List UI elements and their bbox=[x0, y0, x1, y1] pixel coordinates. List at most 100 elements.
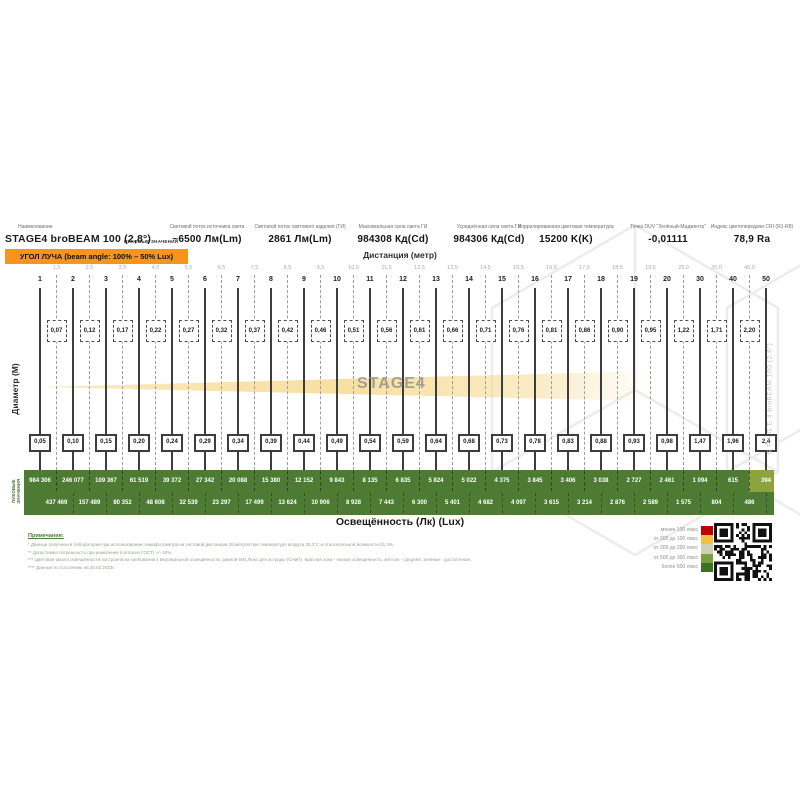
header-col-label: Точка DUV "Зелёный-Маджента" bbox=[630, 224, 706, 230]
table-cell-separator bbox=[287, 471, 288, 491]
legend-swatch bbox=[701, 535, 713, 545]
diameter-value-box: 0,59 bbox=[392, 434, 414, 452]
distance-half-tick-label: 10,5 bbox=[348, 265, 359, 271]
distance-tick-label: 4 bbox=[137, 276, 141, 283]
legend-swatch bbox=[701, 526, 713, 536]
diameter-value-box: 0,39 bbox=[260, 434, 282, 452]
diameter-value-box: 0,64 bbox=[425, 434, 447, 452]
diameter-value-box-dashed: 1,71 bbox=[706, 320, 727, 342]
distance-gridline bbox=[435, 288, 437, 470]
distance-gridline bbox=[402, 288, 404, 470]
distance-tick-label: 13 bbox=[432, 276, 440, 283]
distance-tick-label: 14 bbox=[465, 276, 473, 283]
distance-half-tick-label: 45,0 bbox=[744, 265, 755, 271]
distance-half-tick-label: 9,5 bbox=[316, 265, 325, 271]
table-cell-separator bbox=[600, 493, 602, 513]
header-col-value: 984306 Кд(Cd) bbox=[453, 234, 525, 245]
table-cell-separator bbox=[732, 493, 734, 513]
distance-tick-label: 3 bbox=[104, 276, 108, 283]
distance-gridline-dashed bbox=[716, 275, 717, 470]
distance-gridline-dashed bbox=[485, 275, 486, 470]
table-cell-separator bbox=[204, 493, 206, 513]
distance-gridline bbox=[567, 288, 569, 470]
illuminance-axis-label: Освещённость (Лк) (Lux) bbox=[335, 516, 465, 528]
distance-gridline bbox=[765, 288, 767, 470]
diameter-value-box: 2,4 bbox=[755, 434, 777, 452]
distance-gridline-dashed bbox=[452, 275, 453, 470]
diameter-value-box: 0,05 bbox=[29, 434, 51, 452]
distance-half-tick-label: 16,5 bbox=[546, 265, 557, 271]
distance-gridline bbox=[732, 288, 734, 470]
diameter-value-box-dashed: 0,07 bbox=[46, 320, 67, 342]
lux-value: 394 bbox=[760, 478, 771, 484]
table-cell-separator bbox=[584, 471, 585, 491]
distance-half-tick-label: 18,5 bbox=[612, 265, 623, 271]
table-cell-separator bbox=[122, 471, 123, 491]
hexagon-watermark bbox=[490, 223, 800, 557]
header-col-label: Индекс цветопередачи CRI (R1-R8) bbox=[710, 224, 794, 230]
header-col-label: Коррелированная цветовая температура bbox=[518, 224, 614, 230]
lux-value: 437 469 bbox=[45, 500, 68, 506]
table-cell-separator bbox=[551, 471, 552, 491]
table-cell-separator bbox=[567, 493, 569, 513]
table-cell-separator bbox=[765, 493, 767, 513]
distance-gridline bbox=[633, 288, 635, 470]
distance-gridline bbox=[204, 288, 206, 470]
header-col-fixture-flux: Световой поток светового изделия (ГИ) 28… bbox=[230, 224, 370, 245]
distance-half-tick-label: 2,5 bbox=[85, 265, 94, 271]
lux-value: 5 824 bbox=[428, 478, 444, 484]
distance-gridline-dashed bbox=[749, 275, 750, 470]
distance-tick-label: 8 bbox=[269, 276, 273, 283]
diameter-value-box: 0,49 bbox=[326, 434, 348, 452]
distance-gridline-dashed bbox=[518, 275, 519, 470]
distance-half-tick-label: 15,5 bbox=[513, 265, 524, 271]
header-col-value: 78,9 Ra bbox=[733, 234, 771, 245]
diameter-value-box: 0,78 bbox=[524, 434, 546, 452]
diameter-value-box-dashed: 0,90 bbox=[607, 320, 628, 342]
stage4-logo-watermark: STAGE4 bbox=[357, 375, 426, 392]
distance-tick-label: 20 bbox=[663, 276, 671, 283]
distance-half-tick-label: 17,5 bbox=[579, 265, 590, 271]
distance-tick-label: 19 bbox=[630, 276, 638, 283]
table-cell-separator bbox=[468, 493, 470, 513]
distance-gridline-dashed bbox=[419, 275, 420, 470]
header-col-value: ~6500 Лм(Lm) bbox=[172, 234, 242, 245]
header-col-label: Максимальная сила света ГИ bbox=[358, 224, 428, 230]
table-cell-separator bbox=[386, 471, 387, 491]
legend-label: от 200 до 100 люкс bbox=[653, 536, 698, 543]
diameter-value-box-dashed: 0,27 bbox=[178, 320, 199, 342]
diameter-value-box-dashed: 0,42 bbox=[277, 320, 298, 342]
distance-tick-label: 9 bbox=[302, 276, 306, 283]
lux-value: 157 489 bbox=[78, 500, 101, 506]
lux-value: 27 342 bbox=[195, 478, 215, 484]
lux-value: 2 461 bbox=[659, 478, 675, 484]
product-name-label: Наименование bbox=[18, 224, 53, 230]
distance-tick-label: 1 bbox=[38, 276, 42, 283]
diameter-value-box-dashed: 0,61 bbox=[409, 320, 430, 342]
distance-half-tick-label: 4,5 bbox=[151, 265, 160, 271]
lux-value: 4 375 bbox=[494, 478, 510, 484]
distance-tick-label: 10 bbox=[333, 276, 341, 283]
lux-value: 2 727 bbox=[626, 478, 642, 484]
legend-labels: менее 100 люкс от 200 до 100 люкс от 300… bbox=[598, 526, 698, 572]
table-cell-separator bbox=[749, 471, 750, 491]
table-cell-separator bbox=[617, 471, 618, 491]
diameter-value-box-dashed: 0,12 bbox=[79, 320, 100, 342]
lux-color-legend: менее 100 люкс от 200 до 100 люкс от 300… bbox=[598, 526, 713, 572]
diameter-value-box-dashed: 0,46 bbox=[310, 320, 331, 342]
table-cell-separator bbox=[270, 493, 272, 513]
table-cell-separator bbox=[72, 493, 74, 513]
beam-angle-banner: УГОЛ ЛУЧА (beam angle: 100% – 50% Lux) bbox=[5, 249, 188, 264]
note-line: * Данные получены в лаборатории при испо… bbox=[28, 541, 395, 547]
diameter-value-box-dashed: 0,86 bbox=[574, 320, 595, 342]
legend-label: от 300 до 200 люкс bbox=[653, 545, 698, 552]
distance-gridline-dashed bbox=[89, 275, 90, 470]
distance-gridline bbox=[72, 288, 74, 470]
lux-value: 9 843 bbox=[329, 478, 345, 484]
distance-half-tick-label: 25,0 bbox=[678, 265, 689, 271]
diameter-value-box: 0,34 bbox=[227, 434, 249, 452]
side-watermark-text: S T A G E 4 broBEAM 100 (2,8°) bbox=[766, 342, 774, 455]
peak-values-note: ПИКОВЫЕ ЗНАЧЕНИЯ bbox=[124, 239, 179, 244]
distance-tick-label: 2 bbox=[71, 276, 75, 283]
